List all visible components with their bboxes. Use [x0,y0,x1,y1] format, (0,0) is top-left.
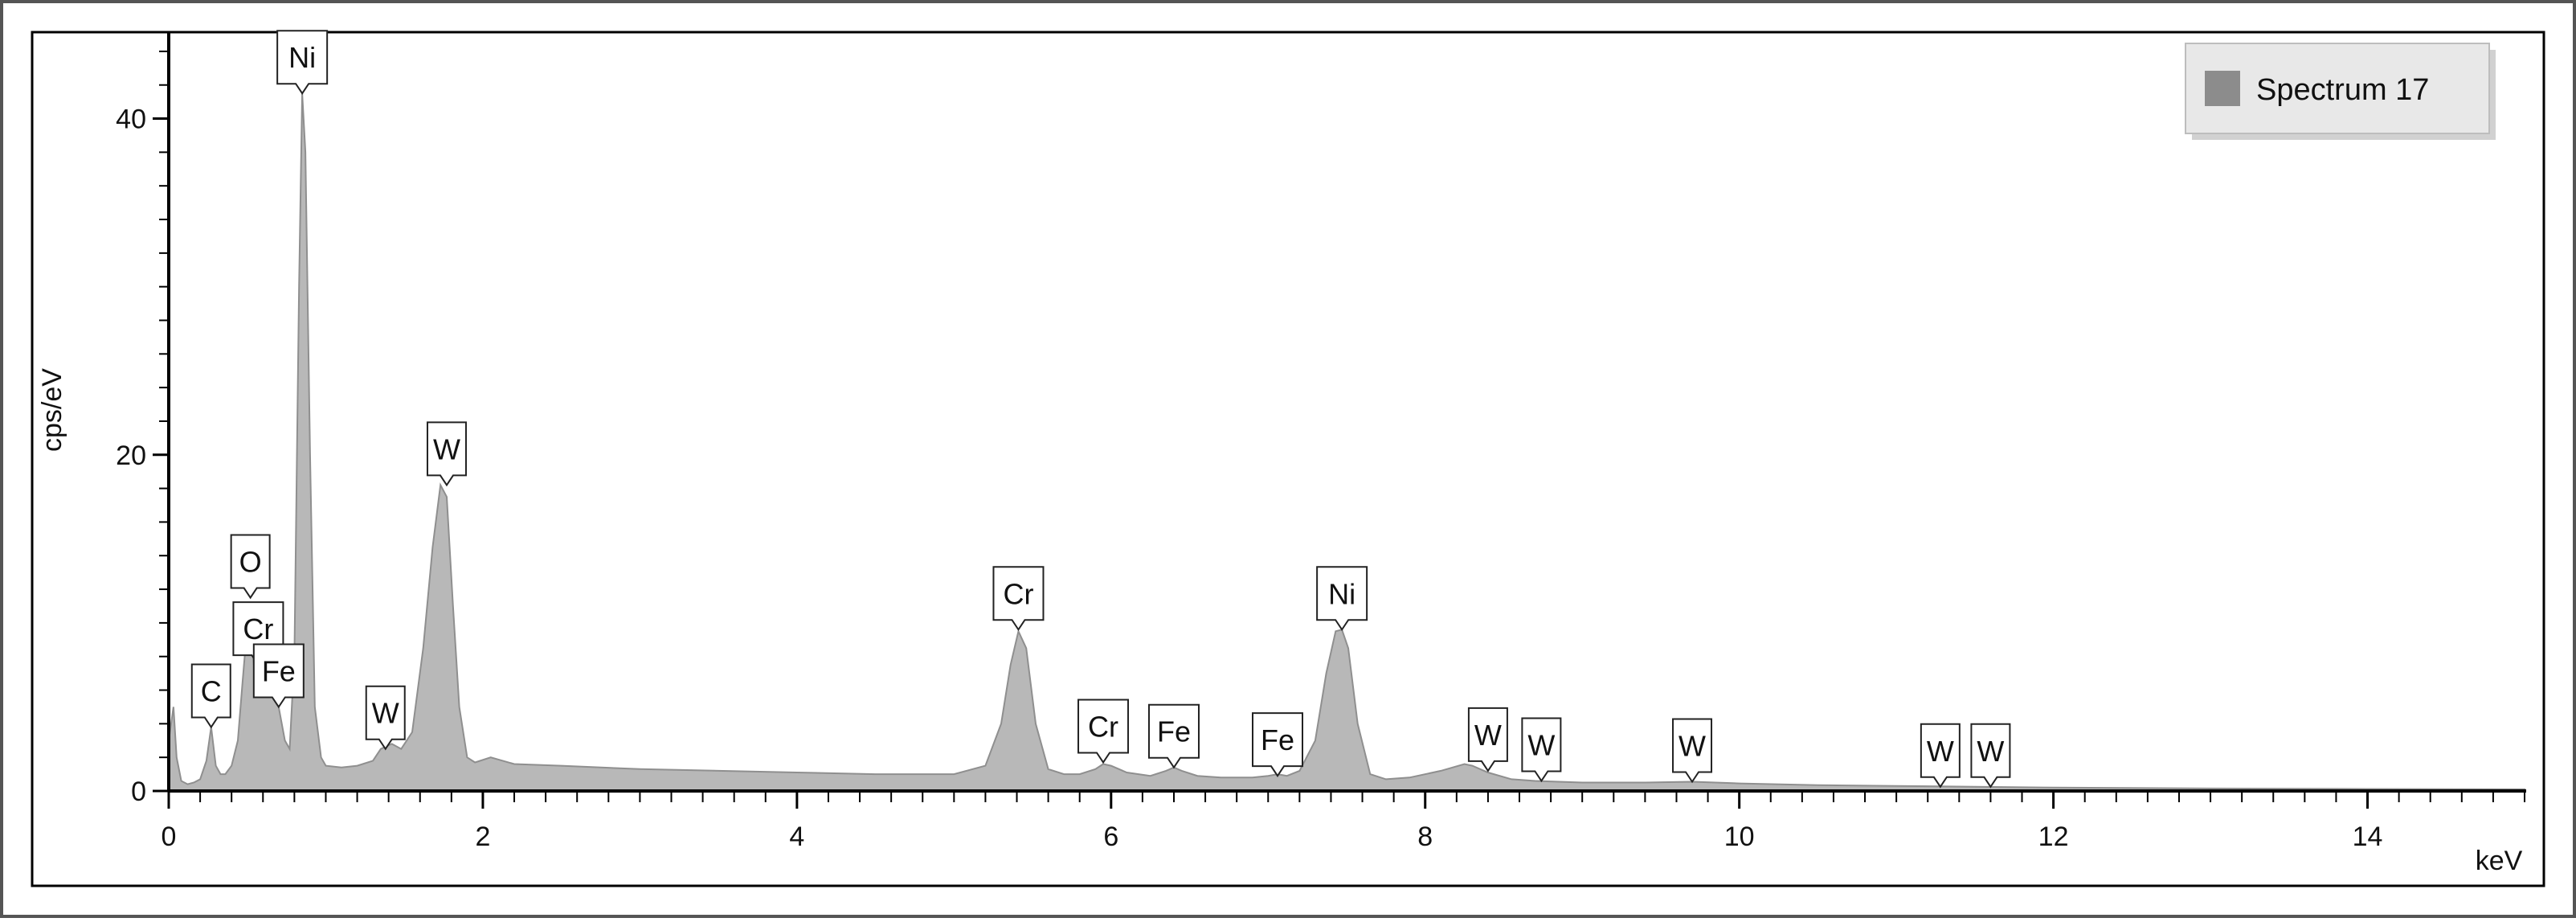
x-tick-label: 8 [1417,822,1433,852]
peak-label-box [365,685,406,751]
peak-label-box [1920,723,1961,789]
peak-label-o-2: O [230,534,271,600]
peak-label-fe-9: Fe [1147,703,1200,769]
peak-label-box [1316,566,1368,632]
peak-label-ni-0: Ni [276,30,329,95]
x-tick-label: 4 [789,822,804,852]
y-tick-label: 40 [116,104,146,135]
peak-label-text: W [372,697,399,730]
peak-label-text: Ni [288,41,316,74]
peak-label-text: O [239,546,262,579]
peak-label-w-13: W [1521,717,1562,783]
peak-label-box [1467,707,1508,772]
legend-entry-label: Spectrum 17 [2256,73,2429,107]
peak-label-box [1521,717,1562,783]
x-tick-label: 12 [2038,822,2069,852]
peak-label-w-14: W [1672,718,1713,784]
x-axis-label: keV [2476,846,2523,876]
peak-label-text: W [1977,735,2004,768]
plot-border [31,31,2545,887]
peak-label-box [252,643,305,709]
peak-label-text: W [433,432,460,465]
peak-label-text: Cr [1088,710,1118,743]
peak-label-text: W [1678,729,1706,762]
x-tick-label: 6 [1103,822,1118,852]
peak-label-fe-5: Fe [252,643,305,709]
peak-label-text: Fe [262,654,296,687]
peak-label-text: Fe [1261,723,1294,756]
peak-label-text: W [1527,728,1555,761]
peak-label-cr-7: Cr [992,566,1045,632]
legend-swatch [2205,71,2240,106]
peak-label-c-4: C [190,663,231,729]
peak-label-text: Cr [1003,577,1033,610]
peak-label-text: Fe [1157,715,1191,748]
peak-label-text: Cr [243,613,273,645]
y-tick-label: 0 [131,777,146,807]
peak-label-ni-11: Ni [1316,566,1368,632]
peak-label-w-16: W [1970,723,2011,789]
peak-label-w-1: W [426,421,467,487]
peak-label-box [1147,703,1200,769]
peak-label-box [190,663,231,729]
x-tick-label: 0 [162,822,177,852]
peak-label-fe-10: Fe [1251,712,1303,777]
peak-label-w-6: W [365,685,406,751]
peak-label-box [276,30,329,95]
legend: Spectrum 17 [2185,43,2496,140]
peak-label-box [1077,699,1130,764]
peak-label-w-15: W [1920,723,1961,789]
peak-label-cr-8: Cr [1077,699,1130,764]
peak-label-text: Ni [1328,577,1355,610]
peak-label-box [1251,712,1303,777]
x-tick-label: 2 [475,822,490,852]
y-tick-label: 20 [116,441,146,471]
peak-label-box [426,421,467,487]
peak-label-text: C [201,675,222,708]
peak-label-box [992,566,1045,632]
y-axis-label: cps/eV [37,368,67,452]
peak-label-box [230,534,271,600]
peak-label-text: W [1474,719,1502,752]
x-tick-label: 10 [1724,822,1755,852]
peak-label-box [1672,718,1713,784]
peak-label-w-12: W [1467,707,1508,772]
peak-label-text: W [1927,735,1954,768]
x-tick-label: 14 [2353,822,2383,852]
peak-label-box [1970,723,2011,789]
